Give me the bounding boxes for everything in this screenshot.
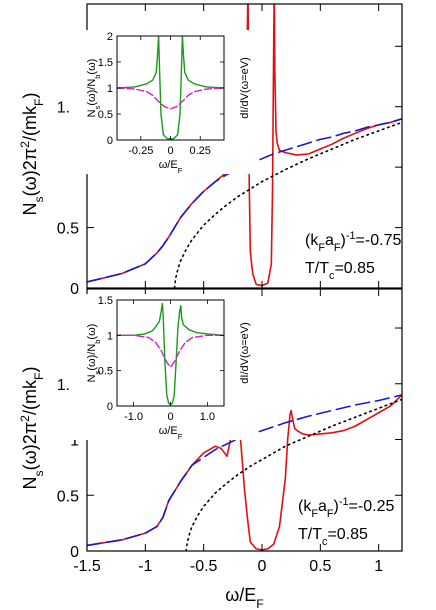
parameter-label: (kFaF)-1=-0.25 <box>298 496 394 520</box>
inset-y-tick-label: 1.5 <box>98 295 113 307</box>
x-tick-label: 0 <box>258 558 267 575</box>
inset-x-tick-label: 1.0 <box>200 411 215 423</box>
y-tick-label: 0.5 <box>57 488 79 505</box>
inset-y-tick-label: 0 <box>107 135 113 147</box>
inset-x-axis-label: ω/EF <box>159 425 183 441</box>
temperature-label: T/Tc=0.85 <box>298 526 368 548</box>
y-tick-label: 0 <box>70 544 79 561</box>
inset-background <box>69 30 256 174</box>
inset-y-tick-label: 1 <box>107 330 113 342</box>
panel-1-series-2 <box>87 118 402 283</box>
inset-y-axis-label: Ns(ω)/Nb(ω) <box>86 59 102 118</box>
inset-x-tick-label: 0 <box>167 411 173 423</box>
y-tick-label: 0.5 <box>57 221 79 238</box>
panel-1-series-3 <box>173 121 402 288</box>
panel-1-inset: 0 0.5 1 1.5 2 -0.25 0 0.25 ω/EF Ns(ω)/Nb(ω) dI/dV(… <box>69 30 256 175</box>
panel-2-series-3 <box>185 398 402 551</box>
panel-2-inset: 0 0.5 1 1.5 -1.0 0 1.0 ω/EF Ns(ω)/Nb(ω) dI/dV(ω=e… <box>69 294 256 441</box>
inset-x-axis-label: ω/EF <box>159 159 183 175</box>
inset-2-series-2 <box>117 334 224 368</box>
inset-x-tick-label: 0 <box>167 145 173 157</box>
inset-background <box>69 294 256 440</box>
x-axis-label: ω/EF <box>225 585 264 610</box>
x-tick-label: 1 <box>374 558 383 575</box>
panel-2-series-2 <box>87 394 402 547</box>
y-tick-label: 1 <box>70 433 79 450</box>
x-tick-label: -1.5 <box>73 558 101 575</box>
inset-y-tick-label: 2 <box>107 31 113 43</box>
inset-x-tick-label: -0.25 <box>128 145 153 157</box>
y-axis-label: Ns(ω)2π2/(mkF) <box>18 367 46 490</box>
inset-y-tick-label: 1.5 <box>98 57 113 69</box>
x-tick-label: -0.5 <box>190 558 218 575</box>
x-tick-label: 0.5 <box>309 558 331 575</box>
inset-x-tick-label: 0.25 <box>190 145 211 157</box>
temperature-label: T/Tc=0.85 <box>305 260 375 282</box>
inset-x-tick-label: -1.0 <box>124 411 143 423</box>
inset-y-tick-label: 1 <box>107 83 113 95</box>
inset-y-tick-label: 0 <box>107 401 113 413</box>
inset-right-label: dI/dV(ω=eV) <box>239 57 251 118</box>
inset-y-tick-label: 0.5 <box>98 109 113 121</box>
parameter-label: (kFaF)-1=-0.75 <box>305 230 401 254</box>
inset-y-axis-label: Ns(ω)/Nb(ω) <box>86 324 102 383</box>
panel-2: 00.511.52-1.5-1-0.500.51Ns(ω)2π2/(mkF)ω/… <box>18 288 403 610</box>
x-tick-label: -1 <box>138 558 152 575</box>
y-tick-label: 0 <box>70 281 79 298</box>
panel-1: 0 0.5 1 1.5 2 Ns(ω)2π2/(mkF) (kFaF)-1=-0.75 T/T… <box>18 3 403 298</box>
inset-y-tick-label: 0.5 <box>98 366 113 378</box>
inset-1-series-2 <box>117 87 224 110</box>
inset-right-label: dI/dV(ω=eV) <box>239 322 251 383</box>
y-axis-label: Ns(ω)2π2/(mkF) <box>18 93 46 216</box>
